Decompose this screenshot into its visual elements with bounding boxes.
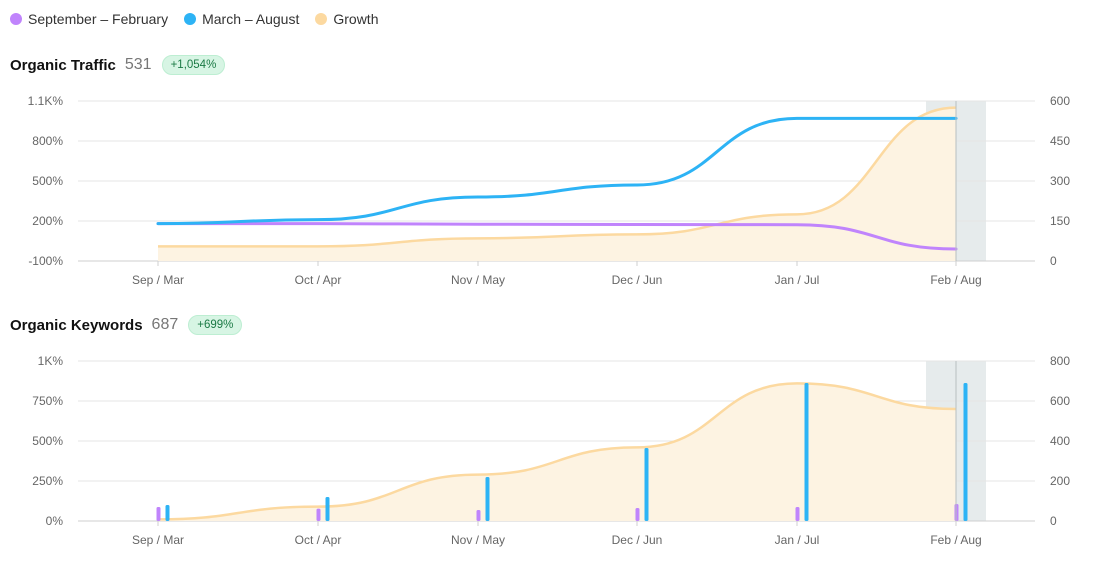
left-axis-tick: 750% <box>32 394 63 408</box>
left-axis-tick: 200% <box>32 214 63 228</box>
legend-label-mar-aug: March – August <box>202 11 300 27</box>
legend-dot-growth <box>315 13 328 25</box>
x-axis-tick-jan-jul: Jan / Jul <box>775 273 820 287</box>
bar-mar-aug-nov-may <box>485 477 490 521</box>
left-axis-tick: -100% <box>28 254 63 268</box>
left-axis-tick: 500% <box>32 434 63 448</box>
right-axis-tick: 400 <box>1050 434 1070 448</box>
series-line-sep-feb <box>156 222 958 251</box>
organic-traffic-chart: 1.1K% 600 800% 450 500% 300 200% 150 -100% 0 Sep /… <box>28 94 1071 287</box>
legend-dot-purple <box>10 13 22 25</box>
bar-sep-feb-sep-mar <box>156 507 161 521</box>
x-axis-tick-oct-apr: Oct / Apr <box>295 273 342 287</box>
chart-legend: September – February March – August Grow… <box>10 11 394 27</box>
right-axis-tick: 0 <box>1050 254 1057 268</box>
left-axis-tick: 800% <box>32 134 63 148</box>
right-axis-tick: 600 <box>1050 394 1070 408</box>
x-axis-tick-feb-aug: Feb / Aug <box>930 533 981 547</box>
legend-item-sep-feb[interactable]: September – February <box>10 11 168 27</box>
left-axis-tick: 250% <box>32 474 63 488</box>
legend-dot-blue <box>184 13 197 25</box>
right-axis-tick: 200 <box>1050 474 1070 488</box>
x-axis-tick-jan-jul: Jan / Jul <box>775 533 820 547</box>
bar-mar-aug-sep-mar <box>165 505 170 521</box>
bar-mar-aug-oct-apr <box>325 497 330 521</box>
organic-keywords-value: 687 <box>151 316 179 333</box>
bar-mar-aug-jan-jul <box>804 383 809 521</box>
growth-area <box>158 107 956 262</box>
right-axis-tick: 450 <box>1050 134 1070 148</box>
legend-item-growth[interactable]: Growth <box>315 11 378 27</box>
right-axis-tick: 600 <box>1050 94 1070 108</box>
organic-traffic-growth-badge: +1,054% <box>161 55 226 75</box>
right-axis-tick: 300 <box>1050 174 1070 188</box>
x-axis-tick-nov-may: Nov / May <box>451 533 505 547</box>
organic-keywords-chart: 1K% 800 750% 600 500% 400 250% 200 0% 0 Sep / Mar O… <box>32 354 1070 547</box>
organic-traffic-value: 531 <box>124 56 152 73</box>
bar-sep-feb-oct-apr <box>316 508 321 521</box>
organic-traffic-header: Organic Traffic 531 +1,054% <box>10 55 226 75</box>
legend-label-growth: Growth <box>333 11 379 27</box>
x-axis-tick-sep-mar: Sep / Mar <box>132 533 184 547</box>
bar-sep-feb-dec-jun <box>635 508 640 521</box>
series-line-mar-aug <box>156 116 958 226</box>
organic-keywords-growth-badge: +699% <box>188 315 243 335</box>
legend-label-sep-feb: September – February <box>28 11 169 27</box>
growth-line <box>158 106 957 248</box>
left-axis-tick: 1K% <box>38 354 64 368</box>
growth-line <box>157 382 957 521</box>
left-axis-tick: 1.1K% <box>28 94 64 108</box>
organic-traffic-title: Organic Traffic <box>10 56 116 74</box>
x-axis-tick-dec-jun: Dec / Jun <box>612 533 663 547</box>
growth-area <box>158 383 956 521</box>
bar-sep-feb-jan-jul <box>795 507 800 521</box>
left-axis-tick: 500% <box>32 174 63 188</box>
x-axis-tick-dec-jun: Dec / Jun <box>612 273 663 287</box>
organic-keywords-title: Organic Keywords <box>10 316 143 334</box>
bar-mar-aug-dec-jun <box>644 448 649 521</box>
x-axis-tick-sep-mar: Sep / Mar <box>132 273 184 287</box>
legend-item-mar-aug[interactable]: March – August <box>184 11 299 27</box>
bar-mar-aug-feb-aug <box>963 383 968 521</box>
organic-keywords-header: Organic Keywords 687 +699% <box>10 315 243 335</box>
right-axis-tick: 800 <box>1050 354 1070 368</box>
right-axis-tick: 150 <box>1050 214 1070 228</box>
bar-sep-feb-nov-may <box>476 510 481 521</box>
right-axis-tick: 0 <box>1050 514 1057 528</box>
x-axis-tick-nov-may: Nov / May <box>451 273 505 287</box>
x-axis-tick-oct-apr: Oct / Apr <box>295 533 342 547</box>
left-axis-tick: 0% <box>46 514 64 528</box>
x-axis-tick-feb-aug: Feb / Aug <box>930 273 981 287</box>
